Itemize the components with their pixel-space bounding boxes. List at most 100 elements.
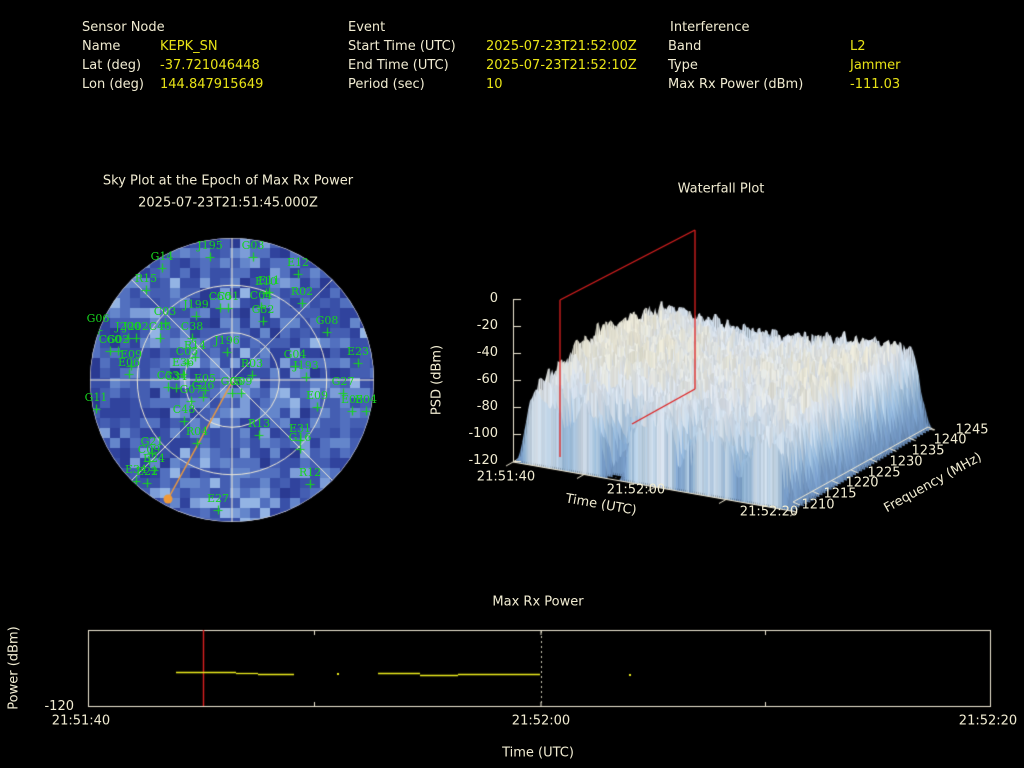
power-xtick-21:52:20: 21:52:20 (958, 713, 1018, 729)
sat-label-G26-32: G26 (191, 379, 215, 392)
sat-label-C38-19: C38 (180, 320, 204, 333)
event-end-label: End Time (UTC) (348, 58, 449, 73)
event-start-label: Start Time (UTC) (348, 39, 456, 54)
sat-label-J193-37: J193 (293, 359, 319, 372)
sat-label-E34-52: E34 (124, 463, 148, 476)
sat-label-G08-15: G08 (315, 314, 339, 327)
waterfall-ylabel: PSD (dBm) (429, 344, 445, 416)
sat-label-R04-45: R04 (185, 425, 209, 438)
sat-label-E10-5: E10 (254, 275, 278, 288)
sat-label-E12-3: E12 (286, 256, 310, 269)
sat-label-C48-44: C48 (172, 403, 196, 416)
interference-type-label: Type (668, 58, 698, 73)
sat-label-G02-21: G02 (106, 333, 130, 346)
interference-type-value: Jammer (850, 58, 901, 73)
sat-label-E36-27: E36 (171, 356, 195, 369)
sat-label-C51-9: C51 (216, 290, 240, 303)
event-title: Event (348, 20, 386, 35)
sat-label-R14-24: R14 (183, 339, 207, 352)
sat-label-G09-34: G09 (229, 375, 253, 388)
wf-freq-tick-1220: 1220 (845, 475, 879, 491)
power-plot-title: Max Rx Power (492, 594, 584, 610)
psd-tick--60: -60 (476, 372, 498, 387)
sat-label-E09-22: E09 (119, 348, 143, 361)
wf-freq-tick-1210: 1210 (801, 497, 835, 513)
sat-label-E31-47: E31 (288, 422, 312, 435)
event-period-value: 10 (486, 77, 503, 92)
psd-tick--120: -120 (468, 453, 498, 468)
sat-label-E11-6: E11 (257, 274, 281, 287)
event-period-label: Period (sec) (348, 77, 425, 92)
sat-label-G11-43: G11 (84, 391, 108, 404)
sat-label-C04-10: C04 (249, 289, 273, 302)
wf-time-tick-21:52:20: 21:52:20 (739, 504, 799, 520)
sat-label-R15-4: R15 (134, 272, 158, 285)
sat-label-E09-40: E09 (305, 389, 329, 402)
sensor-lat-label: Lat (deg) (82, 58, 142, 73)
wf-freq-tick-1245: 1245 (955, 422, 989, 438)
power-xtick-21:52:00: 21:52:00 (511, 713, 571, 729)
wf-freq-tick-1215: 1215 (823, 486, 857, 502)
sat-label-G04-36: G04 (283, 348, 307, 361)
sat-label-G14-0: G14 (150, 250, 174, 263)
sat-label-C34-29: C34 (164, 370, 188, 383)
sat-label-E06-23: E06 (117, 356, 141, 369)
sky-plot-title: Sky Plot at the Epoch of Max Rx Power (102, 173, 354, 189)
power-ylabel: Power (dBm) (6, 626, 22, 710)
sat-label-J200-16: J200 (115, 320, 141, 333)
sensor-lat-value: -37.721046448 (160, 58, 260, 73)
sat-label-G03-2: G03 (241, 239, 265, 252)
interference-band-label: Band (668, 39, 702, 54)
interference-power-label: Max Rx Power (dBm) (668, 77, 804, 92)
psd-tick--80: -80 (476, 399, 498, 414)
sat-label-G32-11: G32 (251, 303, 275, 316)
sat-label-R12-54: R12 (298, 466, 322, 479)
sat-label-G16-48: G16 (288, 431, 312, 444)
sat-label-J195-1: J195 (197, 239, 223, 252)
sat-label-R13-46: R13 (247, 417, 271, 430)
sat-label-G05-33: G05 (220, 375, 244, 388)
power-ytick--120: -120 (44, 699, 74, 714)
wf-freq-tick-1235: 1235 (911, 443, 945, 459)
sat-label-E24-51: E24 (142, 452, 166, 465)
sat-label-E04-42: E04 (354, 393, 378, 406)
power-xlabel: Time (UTC) (502, 745, 574, 761)
wf-freq-tick-1240: 1240 (933, 432, 967, 448)
sat-label-C50-8: C50 (208, 290, 232, 303)
psd-tick-0: 0 (489, 291, 498, 306)
psd-tick--20: -20 (476, 318, 498, 333)
sat-label-C46-18: C46 (148, 320, 172, 333)
sat-label-J196-25: J196 (214, 334, 240, 347)
interference-power-value: -111.03 (850, 77, 901, 92)
sat-label-C05-26: C05 (175, 345, 199, 358)
interference-band-value: L2 (850, 39, 866, 54)
sensor-lon-label: Lon (deg) (82, 77, 144, 92)
sat-label-C09-50: C09 (137, 443, 161, 456)
wf-time-tick-21:51:40: 21:51:40 (476, 469, 536, 485)
sat-label-C60-20: C60 (98, 333, 122, 346)
psd-tick--40: -40 (476, 345, 498, 360)
sat-label-R02-7: R02 (290, 285, 314, 298)
sat-label-G27-39: G27 (331, 375, 355, 388)
sat-label-E08-41: E08 (340, 393, 364, 406)
sat-label-C03-13: C03 (153, 305, 177, 318)
event-end-value: 2025-07-23T21:52:10Z (486, 58, 637, 73)
event-start-value: 2025-07-23T21:52:00Z (486, 39, 637, 54)
wf-freq-tick-1225: 1225 (867, 465, 901, 481)
sky-plot-epoch: 2025-07-23T21:51:45.000Z (138, 195, 318, 211)
sensor-lon-value: 144.847915649 (160, 77, 264, 92)
sat-label-E05-30: E05 (193, 372, 217, 385)
waterfall-title: Waterfall Plot (677, 181, 765, 197)
sat-label-E22-53: E22 (135, 465, 159, 478)
sensor-node-title: Sensor Node (82, 20, 165, 35)
sat-label-J202-17: J202 (123, 320, 149, 333)
sat-label-C33-28: C33 (156, 369, 180, 382)
sat-label-G07-31: G07 (179, 383, 203, 396)
sat-label-J199-12: J199 (183, 298, 209, 311)
sensor-name-value: KEPK_SN (160, 39, 218, 54)
sat-label-G21-49: G21 (140, 435, 164, 448)
sat-label-R03-35: R03 (240, 357, 264, 370)
sat-label-G06-14: G06 (86, 312, 110, 325)
interference-title: Interference (670, 20, 750, 35)
